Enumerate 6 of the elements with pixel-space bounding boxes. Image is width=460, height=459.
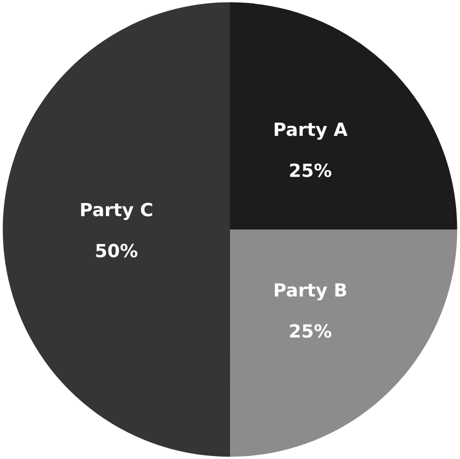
- slice-label: Party A: [274, 122, 348, 140]
- slice-label: Party B: [274, 283, 346, 300]
- slice-label: Party C: [81, 202, 152, 220]
- data-label: 25%: [290, 324, 332, 338]
- data-label: 25%: [290, 163, 332, 178]
- data-label: 50%: [96, 244, 138, 258]
